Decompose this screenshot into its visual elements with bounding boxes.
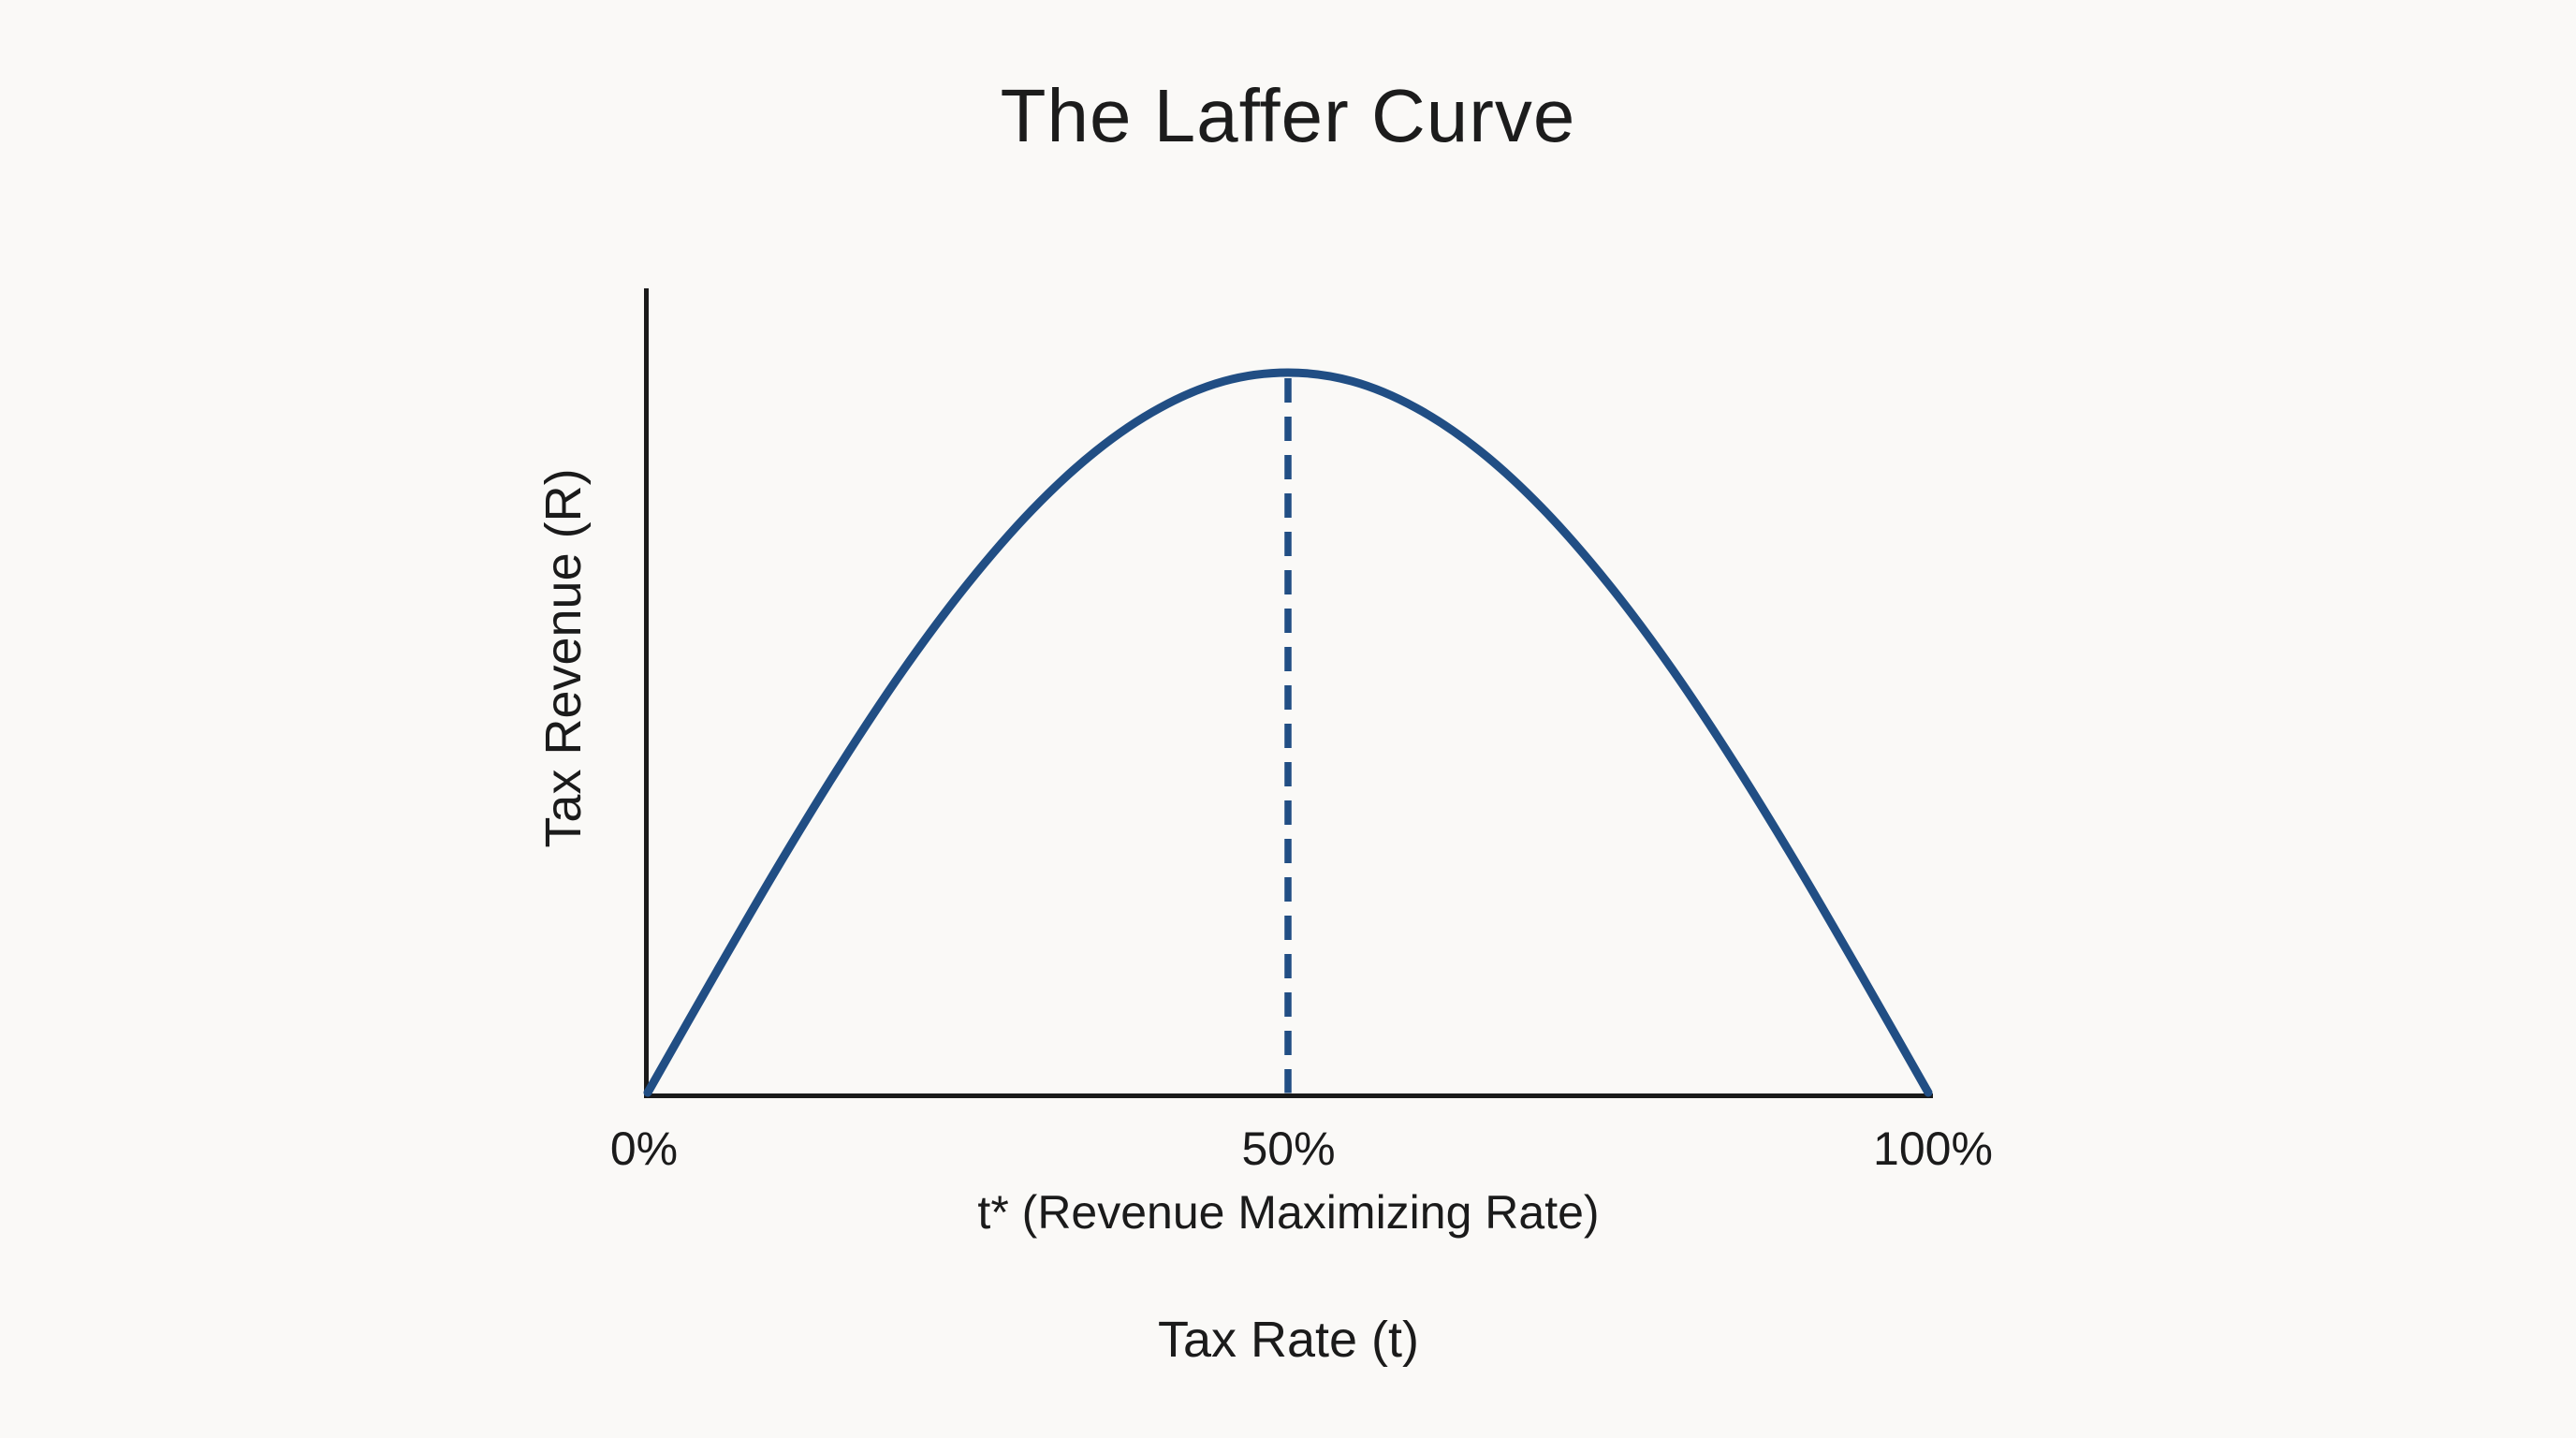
x-axis-ticks: 0% 50% 100% — [610, 1122, 1993, 1178]
x-tick-100: 100% — [1873, 1123, 1993, 1175]
laffer-curve-line — [643, 368, 1933, 1097]
plot-region — [643, 288, 1933, 1098]
plot-area — [643, 288, 1933, 1098]
x-tick-0: 0% — [609, 1123, 679, 1175]
x-axis-label: Tax Rate (t) — [1157, 1312, 1420, 1368]
x-tick-50: 50% — [1241, 1123, 1336, 1175]
chart-title: The Laffer Curve — [1000, 74, 1576, 157]
t-star-annotation: t* (Revenue Maximizing Rate) — [977, 1186, 1600, 1239]
y-axis-label: Tax Revenue (R) — [535, 468, 592, 848]
